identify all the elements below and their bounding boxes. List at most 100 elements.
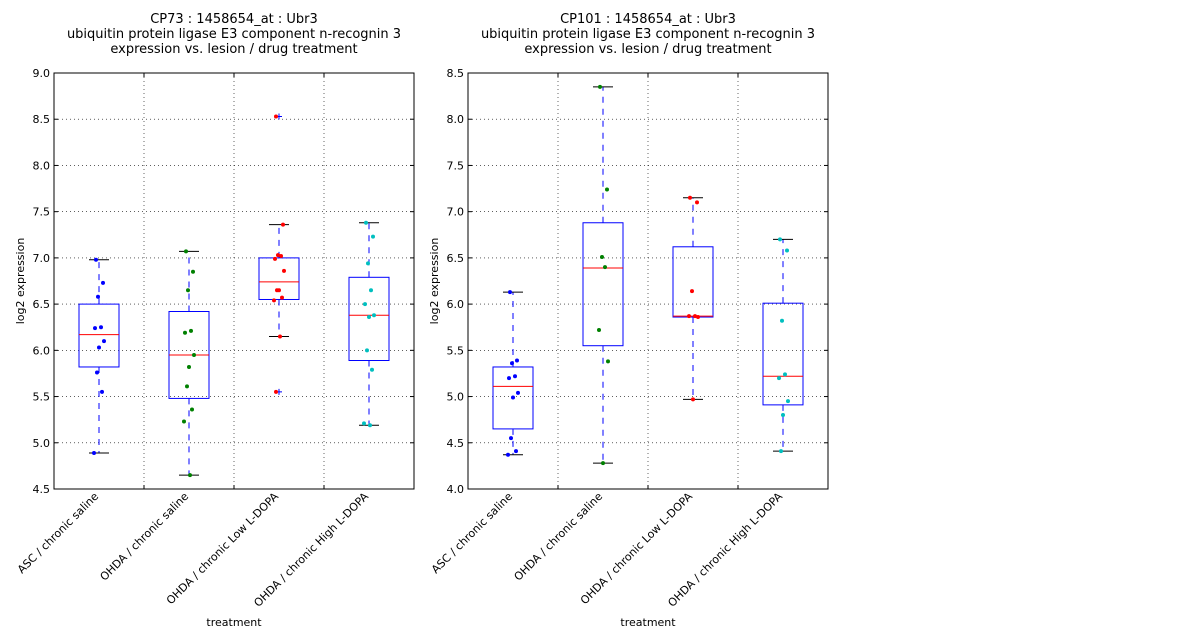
iqr-box (78, 303, 120, 368)
box-group-1 (492, 290, 534, 457)
data-point (95, 370, 99, 375)
data-point (275, 288, 279, 293)
data-point (276, 253, 280, 258)
data-point (690, 289, 694, 294)
data-point (100, 389, 104, 394)
data-point (188, 473, 192, 478)
data-point (184, 249, 188, 254)
chart-title-line: CP73 : 1458654_at : Ubr3 (150, 12, 318, 27)
data-point (513, 374, 517, 379)
data-point (777, 376, 781, 381)
data-point (369, 288, 373, 293)
box-group-1 (78, 257, 120, 455)
data-point (101, 280, 105, 285)
data-point (93, 326, 97, 331)
data-point (605, 187, 609, 192)
data-point (92, 450, 96, 455)
iqr-box (672, 246, 714, 318)
y-tick-label: 8.0 (33, 159, 51, 172)
y-tick-label: 6.0 (33, 344, 51, 357)
chart-title-line: expression vs. lesion / drug treatment (110, 42, 357, 57)
data-point (191, 269, 195, 274)
data-point (272, 298, 276, 303)
data-point (282, 268, 286, 273)
chart-title-line: ubiquitin protein ligase E3 component n-… (67, 27, 401, 42)
data-point (597, 327, 601, 332)
data-point (510, 361, 514, 366)
chart-title-line: expression vs. lesion / drug treatment (524, 42, 771, 57)
data-point (371, 234, 375, 239)
data-point (367, 315, 371, 320)
data-point (506, 452, 510, 457)
data-point (687, 314, 691, 319)
iqr-box (492, 366, 534, 430)
y-tick-label: 6.5 (447, 252, 465, 265)
x-tick-label: OHDA / chronic saline (98, 490, 192, 584)
data-point (183, 330, 187, 335)
x-tick-label: ASC / chronic saline (15, 490, 101, 576)
x-tick-label: ASC / chronic saline (429, 490, 515, 576)
box-group-3 (672, 195, 714, 402)
data-point (370, 367, 374, 372)
data-point (780, 318, 784, 323)
chart-title-line: CP101 : 1458654_at : Ubr3 (560, 12, 736, 27)
x-axis-label: treatment (206, 616, 262, 629)
data-point (189, 328, 193, 333)
data-point (786, 399, 790, 404)
y-tick-label: 8.0 (447, 113, 465, 126)
y-tick-label: 6.0 (447, 298, 465, 311)
data-point (102, 339, 106, 344)
data-point (606, 359, 610, 364)
data-point (192, 352, 196, 357)
y-axis-label: log2 expression (14, 238, 27, 325)
plot-frame (467, 72, 829, 490)
data-point (365, 348, 369, 353)
data-point (182, 419, 186, 424)
data-point (691, 397, 695, 402)
data-point (516, 390, 520, 395)
box-group-4 (762, 237, 804, 454)
data-point (779, 449, 783, 454)
data-point (511, 395, 515, 400)
y-tick-label: 5.5 (447, 344, 465, 357)
box-group-2 (582, 84, 624, 466)
data-point (600, 254, 604, 259)
data-point (187, 364, 191, 369)
y-tick-label: 8.5 (33, 113, 51, 126)
data-point (274, 114, 278, 119)
y-tick-label: 9.0 (33, 67, 51, 80)
data-point (508, 290, 512, 295)
iqr-box (762, 302, 804, 406)
box-group-2 (168, 249, 210, 478)
data-point (696, 315, 700, 320)
x-axis-label: treatment (620, 616, 676, 629)
data-point (274, 389, 278, 394)
data-point (695, 200, 699, 205)
y-tick-label: 4.5 (33, 483, 51, 496)
data-point (781, 413, 785, 418)
data-point (372, 313, 376, 318)
data-point (186, 288, 190, 293)
plot-frame (53, 72, 415, 490)
data-point (598, 84, 602, 89)
data-point (278, 334, 282, 339)
y-tick-label: 7.0 (447, 206, 465, 219)
data-point (273, 256, 277, 261)
data-point (688, 195, 692, 200)
box-group-3 (258, 113, 300, 395)
data-point (362, 421, 366, 426)
iqr-box (348, 276, 390, 362)
data-point (279, 254, 283, 259)
data-point (363, 302, 367, 307)
data-point (603, 265, 607, 270)
y-axis-label: log2 expression (428, 238, 441, 325)
y-tick-label: 7.5 (33, 206, 51, 219)
data-point (601, 461, 605, 466)
data-point (515, 358, 519, 363)
data-point (785, 248, 789, 253)
data-point (509, 436, 513, 441)
data-point (280, 295, 284, 300)
y-tick-label: 7.0 (33, 252, 51, 265)
